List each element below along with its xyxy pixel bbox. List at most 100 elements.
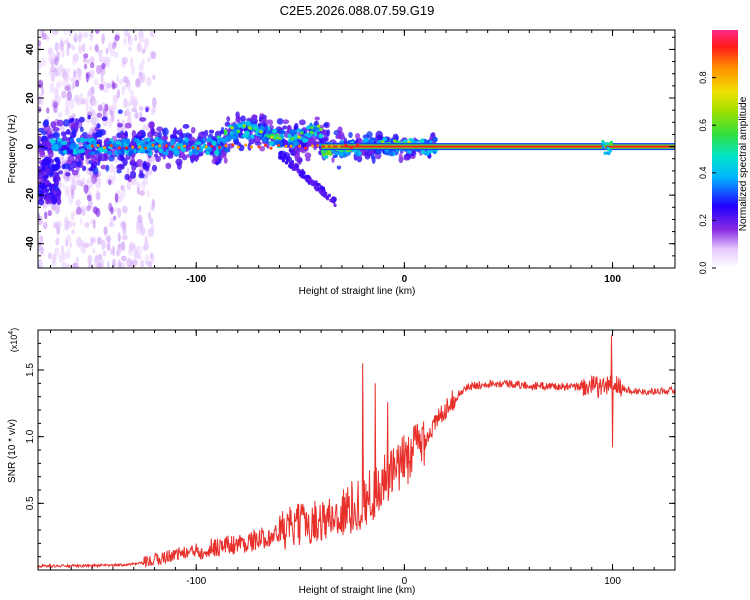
colorbar-tick-label: 0.4	[698, 167, 708, 180]
spectrogram-cell	[50, 121, 57, 129]
spectrogram-cell	[56, 138, 63, 142]
spectrogram-cell	[112, 166, 117, 173]
spectrogram-cell	[339, 152, 344, 157]
spectrogram-cell	[337, 126, 343, 134]
spectrogram-cell	[426, 149, 433, 154]
spectrogram-cell	[92, 166, 99, 175]
spectrogram-cell	[79, 92, 83, 102]
spectrogram-cell	[89, 62, 95, 69]
spectrogram-cell	[75, 256, 80, 265]
spectrogram-cell	[218, 148, 222, 153]
spectrogram-cell	[61, 245, 64, 255]
spectrogram-cell	[139, 190, 145, 196]
spectrogram-cell	[77, 160, 82, 167]
spectrogram-cell	[121, 189, 126, 199]
spectrogram-cell	[136, 181, 141, 190]
colorbar-label: Normalized spectral amplitude	[738, 96, 749, 231]
spectrogram-cell	[265, 136, 270, 142]
spectrogram-cell	[293, 167, 297, 171]
spectrogram-cell	[88, 151, 92, 156]
spectrogram-cell	[45, 197, 50, 205]
spectrogram-cell	[116, 168, 122, 174]
spectrogram-cell	[109, 144, 113, 148]
spectrogram-cell	[607, 151, 611, 156]
spectrogram-ylabel: Frequency (Hz)	[7, 115, 18, 184]
spectrogram-cell	[305, 157, 311, 162]
spectrogram-cell	[218, 146, 221, 149]
spectrogram-cell	[106, 242, 111, 251]
spectrogram-cell	[49, 82, 55, 94]
spectrogram-cell	[79, 137, 85, 143]
spectrogram-cell	[138, 145, 142, 149]
spectrogram-cell	[56, 220, 62, 229]
spectrogram-cell	[106, 150, 113, 155]
spectrogram-ytick-label: -40	[25, 236, 36, 251]
spectrogram-cell	[69, 241, 73, 249]
spectrogram-cell	[138, 62, 144, 72]
spectrogram-cell	[38, 171, 43, 180]
spectrogram-cell	[38, 264, 41, 268]
spectrogram-cell	[151, 200, 155, 211]
spectrogram-cell	[40, 96, 44, 107]
spectrogram-cell	[87, 91, 91, 98]
spectrogram-cell	[41, 32, 47, 40]
spectrogram-cell	[137, 214, 143, 224]
spectrogram-cell	[230, 126, 234, 130]
colorbar-tick-label: 0.2	[698, 214, 708, 227]
spectrogram-cell	[137, 149, 144, 154]
spectrogram-cell	[158, 144, 162, 148]
spectrogram-cell	[206, 137, 213, 143]
spectrogram-cell	[105, 47, 109, 55]
spectrogram-cell	[333, 203, 337, 207]
snr-frame	[37, 329, 676, 571]
spectrogram-cell	[216, 138, 221, 144]
spectrogram-cell	[114, 34, 120, 42]
spectrogram-cell	[161, 134, 169, 142]
spectrogram-cell	[261, 136, 267, 142]
spectrogram-cell	[113, 171, 116, 183]
snr-xlabel: Height of straight line (km)	[299, 585, 416, 596]
spectrogram-cell	[83, 53, 89, 59]
spectrogram-cell	[44, 179, 50, 186]
spectrogram-cell	[127, 46, 133, 52]
spectrogram-cell	[325, 195, 329, 200]
spectrogram-cell	[318, 133, 324, 139]
spectrogram-cell	[92, 219, 96, 230]
spectrogram-cell	[182, 123, 190, 129]
spectrogram-cell	[128, 150, 133, 157]
spectrogram-cell	[608, 149, 612, 153]
spectrogram-cell	[259, 113, 265, 118]
spectrogram-cell	[156, 126, 164, 132]
spectrogram-cell	[38, 39, 42, 47]
spectrogram-cell	[269, 146, 273, 150]
spectrogram-cell	[117, 109, 123, 115]
spectrogram-cell	[65, 263, 70, 268]
spectrogram-cell	[126, 258, 133, 268]
spectrogram-cell	[39, 182, 45, 190]
spectrogram-cell	[70, 117, 75, 122]
spectrogram-cell	[72, 82, 76, 90]
spectrogram-cell	[307, 175, 311, 179]
spectrogram-cell	[356, 143, 360, 147]
spectrogram-cell	[38, 213, 41, 223]
spectrogram-cell	[97, 254, 103, 262]
spectrogram-cell	[157, 139, 164, 144]
spectrogram-cell	[136, 226, 140, 235]
spectrogram-cell	[366, 131, 373, 139]
spectrogram-cell	[224, 147, 230, 153]
spectrogram-cell	[59, 40, 64, 52]
spectrogram-cell	[101, 62, 106, 70]
spectrogram-cell	[355, 132, 361, 140]
spectrogram-cell	[142, 125, 147, 131]
spectrogram-cell	[173, 127, 177, 135]
spectrogram-cell	[88, 262, 93, 268]
spectrogram-cell	[195, 141, 202, 145]
spectrogram-cell	[112, 102, 117, 113]
spectrogram-cell	[148, 167, 153, 176]
spectrogram-cell	[176, 162, 182, 170]
spectrogram-cell	[140, 72, 146, 84]
spectrogram-cell	[83, 242, 90, 248]
spectrogram-cell	[124, 110, 127, 117]
spectrogram-cell	[63, 39, 68, 46]
spectrogram-cell	[58, 149, 62, 154]
